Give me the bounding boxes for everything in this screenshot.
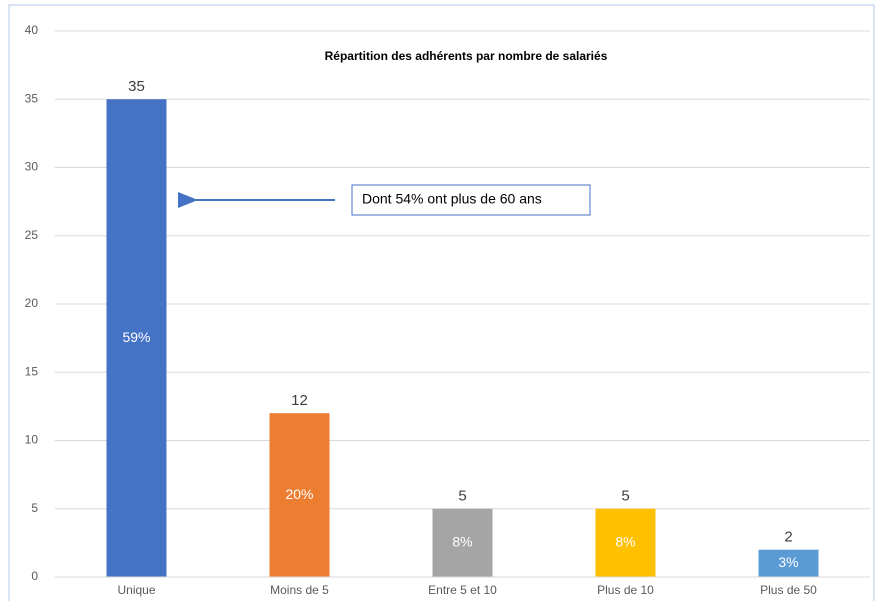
- y-tick-label: 30: [25, 160, 39, 174]
- y-tick-label: 40: [25, 23, 39, 37]
- percent-label: 3%: [778, 554, 798, 570]
- x-tick-label: Unique: [117, 583, 155, 597]
- value-label: 5: [621, 488, 629, 505]
- x-tick-label: Plus de 50: [760, 583, 817, 597]
- percent-label: 8%: [615, 534, 635, 550]
- y-tick-label: 35: [25, 91, 39, 105]
- chart-title: Répartition des adhérents par nombre de …: [325, 49, 608, 63]
- bar: [106, 99, 167, 577]
- y-tick-label: 15: [25, 364, 39, 378]
- x-tick-label: Plus de 10: [597, 583, 654, 597]
- y-tick-label: 25: [25, 228, 39, 242]
- percent-label: 59%: [122, 329, 150, 345]
- bar: [595, 508, 656, 577]
- value-label: 12: [291, 392, 308, 409]
- chart-border: [8, 4, 875, 601]
- bar: [432, 508, 493, 577]
- y-tick-label: 10: [25, 433, 39, 447]
- annotation: Dont 54% ont plus de 60 ans: [362, 191, 542, 207]
- x-tick-label: Moins de 5: [270, 583, 329, 597]
- value-label: 5: [458, 488, 466, 505]
- percent-label: 8%: [452, 534, 472, 550]
- y-tick-label: 5: [31, 501, 38, 515]
- x-tick-label: Entre 5 et 10: [428, 583, 497, 597]
- y-tick-label: 0: [31, 569, 38, 583]
- value-label: 2: [784, 529, 792, 546]
- bar: [758, 549, 819, 577]
- value-label: 35: [128, 78, 145, 95]
- percent-label: 20%: [285, 486, 313, 502]
- y-tick-label: 20: [25, 296, 39, 310]
- bar: [269, 413, 330, 577]
- annotation-box: [351, 184, 591, 216]
